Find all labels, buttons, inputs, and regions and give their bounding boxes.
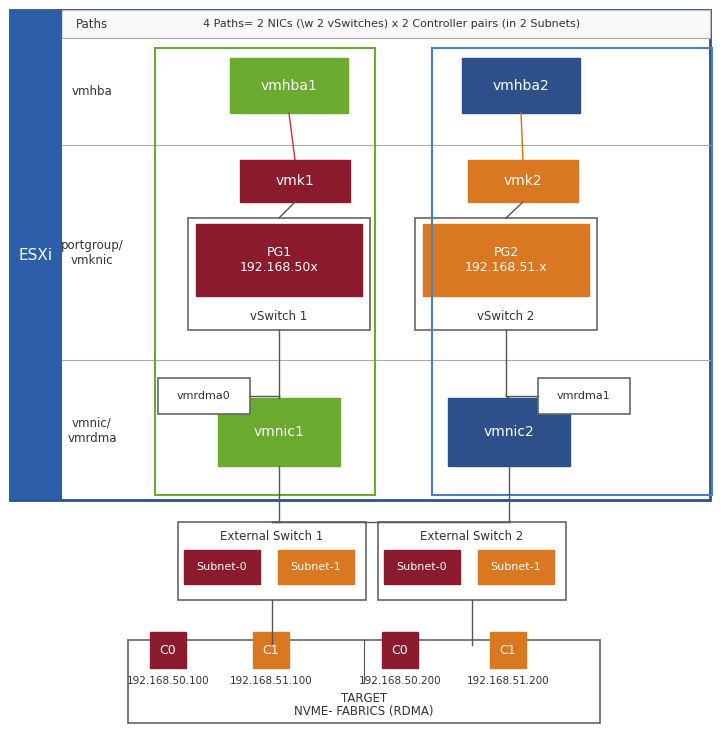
Bar	[538, 378, 630, 414]
Text: External Switch 1: External Switch 1	[221, 529, 324, 542]
Text: 192.168.51.100: 192.168.51.100	[229, 676, 312, 686]
Bar	[490, 632, 526, 668]
Text: vmhba: vmhba	[71, 85, 112, 98]
Bar	[384, 550, 460, 584]
Text: vmk1: vmk1	[276, 174, 314, 188]
Bar	[10, 10, 62, 500]
Text: 192.168.50.100: 192.168.50.100	[127, 676, 210, 686]
Bar	[468, 160, 578, 202]
Bar	[240, 160, 350, 202]
Bar	[432, 48, 712, 495]
Bar	[158, 378, 250, 414]
Bar	[378, 522, 566, 600]
Text: vmhba2: vmhba2	[493, 79, 550, 93]
Text: vmnic1: vmnic1	[253, 425, 304, 439]
Text: Subnet-0: Subnet-0	[197, 562, 248, 572]
Bar	[150, 632, 186, 668]
Text: vmrdma1: vmrdma1	[557, 391, 611, 401]
Text: C1: C1	[499, 643, 516, 657]
Bar	[448, 398, 570, 466]
Bar	[278, 550, 354, 584]
Text: TARGET: TARGET	[341, 693, 387, 706]
Text: vmnic/: vmnic/	[72, 417, 112, 430]
Text: 4 Paths= 2 NICs (\w 2 vSwitches) x 2 Controller pairs (in 2 Subnets): 4 Paths= 2 NICs (\w 2 vSwitches) x 2 Con…	[203, 19, 580, 29]
Bar	[382, 632, 418, 668]
Bar	[184, 550, 260, 584]
Text: C0: C0	[392, 643, 408, 657]
Text: PG1
192.168.50x: PG1 192.168.50x	[240, 246, 318, 274]
Text: External Switch 2: External Switch 2	[420, 529, 523, 542]
Text: vmk2: vmk2	[504, 174, 542, 188]
Bar	[155, 48, 375, 495]
Text: NVME- FABRICS (RDMA): NVME- FABRICS (RDMA)	[294, 706, 434, 718]
Bar	[415, 218, 597, 330]
Text: Paths: Paths	[76, 18, 108, 30]
Bar	[478, 550, 554, 584]
Bar	[188, 218, 370, 330]
Bar	[218, 398, 340, 466]
Text: vmrdma0: vmrdma0	[177, 391, 231, 401]
Text: C0: C0	[159, 643, 176, 657]
Text: portgroup/: portgroup/	[60, 239, 123, 252]
Bar	[128, 640, 600, 723]
Text: PG2
192.168.51.x: PG2 192.168.51.x	[464, 246, 547, 274]
Bar	[462, 58, 580, 113]
Bar	[178, 522, 366, 600]
Bar	[253, 632, 289, 668]
Text: C1: C1	[263, 643, 280, 657]
Text: Subnet-1: Subnet-1	[290, 562, 341, 572]
Text: 192.168.50.200: 192.168.50.200	[359, 676, 441, 686]
Text: vmrdma: vmrdma	[67, 431, 116, 445]
Bar	[62, 10, 710, 38]
Text: vSwitch 2: vSwitch 2	[478, 310, 534, 322]
Bar	[423, 224, 589, 296]
Text: vmknic: vmknic	[71, 254, 114, 267]
Bar	[10, 10, 710, 500]
Bar	[196, 224, 362, 296]
Text: ESXi: ESXi	[19, 247, 53, 263]
Text: 192.168.51.200: 192.168.51.200	[467, 676, 550, 686]
Text: Subnet-1: Subnet-1	[491, 562, 542, 572]
Text: vmhba1: vmhba1	[261, 79, 317, 93]
Text: vSwitch 1: vSwitch 1	[250, 310, 308, 322]
Text: Subnet-0: Subnet-0	[397, 562, 447, 572]
Text: vmnic2: vmnic2	[483, 425, 534, 439]
Bar	[230, 58, 348, 113]
